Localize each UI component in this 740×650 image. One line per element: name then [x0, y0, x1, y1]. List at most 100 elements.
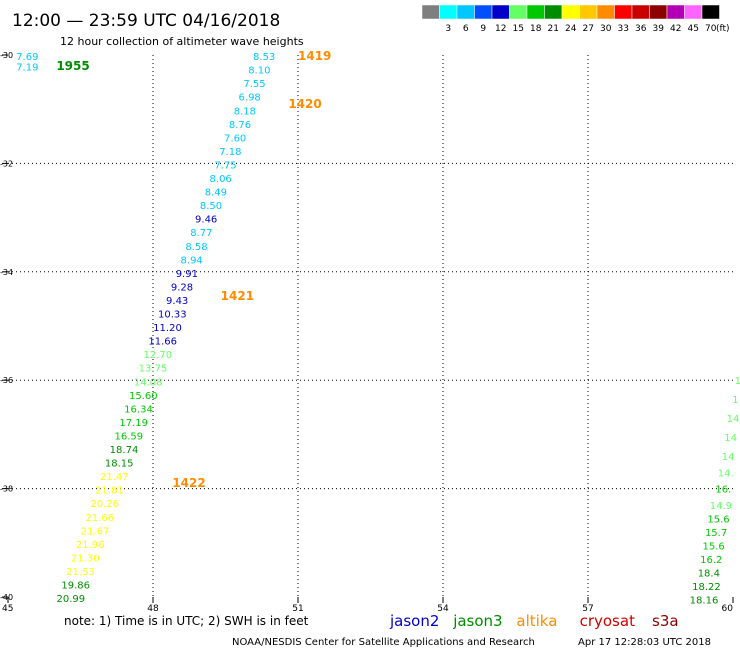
swh-value-label: 8.10: [248, 66, 270, 77]
swh-value-label: 8.94: [181, 255, 203, 266]
swh-value-label: 17.19: [119, 418, 148, 429]
legend-swatch: [666, 4, 685, 20]
mission-label: altika: [516, 612, 557, 630]
swh-value-label: 14.: [718, 468, 734, 479]
y-tick-label: -40: [0, 593, 13, 602]
swh-value-label: 8.76: [229, 120, 251, 131]
swh-value-label: 7.18: [219, 147, 241, 158]
swh-value-label: 21.47: [100, 472, 129, 483]
swh-value-label: 14.9: [710, 501, 732, 512]
legend-label: 3: [445, 24, 451, 34]
swh-value-label: 8.49: [205, 188, 227, 199]
swh-value-label: 10.33: [158, 310, 187, 321]
legend-swatch: [421, 4, 440, 20]
legend-swatch: [544, 4, 563, 20]
swh-value-label: 1: [735, 376, 740, 387]
time-annotation: 1420: [288, 97, 321, 111]
swh-value-label: 20.26: [90, 499, 119, 510]
swh-value-label: 7.75: [214, 160, 236, 171]
grid-lines: [8, 55, 733, 597]
time-annotation: 1419: [298, 49, 331, 63]
swh-value-label: 14: [727, 414, 740, 425]
legend-swatch: [561, 4, 580, 20]
swh-value-label: 14: [722, 452, 735, 463]
y-tick-label: -36: [0, 376, 13, 385]
x-tick-label: 51: [292, 604, 303, 614]
footer-credit: NOAA/NESDIS Center for Satellite Applica…: [232, 637, 535, 648]
legend-swatch: [701, 4, 720, 20]
footer-timestamp: Apr 17 12:28:03 UTC 2018: [578, 637, 711, 648]
y-tick-label: -30: [0, 51, 13, 60]
legend-label: 30: [600, 24, 612, 34]
swh-value-label: 20.99: [57, 594, 86, 605]
swh-value-label: 9.46: [195, 215, 217, 226]
swh-value-label: 12.70: [144, 350, 173, 361]
legend-swatch: [649, 4, 668, 20]
y-tick-label: -32: [0, 159, 13, 168]
legend-swatch: [456, 4, 475, 20]
swh-value-label: 9.28: [171, 282, 193, 293]
legend-label: 42: [670, 24, 681, 34]
swh-value-label: 21.30: [71, 553, 100, 564]
footer-note: note: 1) Time is in UTC; 2) SWH is in fe…: [64, 614, 309, 628]
mission-label: s3a: [652, 612, 679, 630]
swh-value-label: 15.6: [703, 542, 725, 553]
legend-swatch: [614, 4, 633, 20]
legend-swatch: [491, 4, 510, 20]
swh-value-label: 16.34: [124, 404, 153, 415]
legend-swatch: [439, 4, 458, 20]
x-tick-label: 48: [147, 604, 159, 614]
legend-swatch: [579, 4, 598, 20]
swh-value-label: 14.08: [134, 377, 163, 388]
legend-label: 18: [530, 24, 542, 34]
legend-swatch: [474, 4, 493, 20]
swh-value-label: 6.98: [239, 93, 261, 104]
swh-value-label: 19.86: [61, 581, 90, 592]
x-tick-label: 57: [582, 604, 593, 614]
swh-value-label: 18.15: [105, 459, 134, 470]
swh-value-label: 16.2: [700, 555, 722, 566]
swh-value-label: 15.60: [129, 391, 158, 402]
legend-swatch: [631, 4, 650, 20]
swh-value-label: 1: [732, 395, 738, 406]
swh-value-label: 8.58: [185, 242, 207, 253]
y-tick-label: -34: [0, 268, 13, 277]
legend-label: 33: [618, 24, 629, 34]
y-tick-label: -38: [0, 485, 13, 494]
legend-swatch: [596, 4, 615, 20]
swh-value-label: 18.4: [698, 569, 720, 580]
swh-value-label: 8.06: [210, 174, 232, 185]
swh-value-label: 16.59: [115, 431, 144, 442]
time-annotation: 1421: [221, 289, 254, 303]
legend-swatch: [684, 4, 703, 20]
swh-value-label: 11.20: [153, 323, 182, 334]
swh-value-label: 16.: [715, 485, 731, 496]
time-annotation: 1422: [172, 476, 205, 490]
swh-value-label: 15.6: [707, 514, 729, 525]
swh-value-label: 13.75: [139, 364, 168, 375]
legend-label: 6: [463, 24, 469, 34]
swh-value-label: 9.43: [166, 296, 188, 307]
legend-swatch: [526, 4, 545, 20]
swh-value-label: 18.16: [690, 596, 719, 607]
legend-label: 15: [513, 24, 524, 34]
swh-value-label: 7.19: [16, 62, 38, 73]
time-annotation: 1955: [56, 59, 89, 73]
legend-label: 12: [495, 24, 506, 34]
swh-value-label: 18.74: [110, 445, 139, 456]
swh-value-label: 7.69: [16, 52, 38, 63]
swh-value-label: 21.53: [66, 567, 95, 578]
x-tick-label: 60: [722, 604, 734, 614]
legend-label: 45: [688, 24, 699, 34]
swh-value-label: 15.7: [705, 528, 727, 539]
data-labels: 7.697.19 8.53 8.10 7.55 6.98 8.18 8.76 7.60 7.18…: [16, 52, 740, 607]
color-legend: 3 6 9 12 15 18 21 24 27 30 33 36 39 42 45 70: [421, 4, 720, 34]
x-tick-label: 54: [437, 604, 449, 614]
mission-label: cryosat: [580, 612, 635, 630]
legend-label: 70: [705, 24, 717, 34]
swh-value-label: 21.66: [86, 513, 115, 524]
plot-area: -30 -32 -34 -36 -38 -40 45 48 51 54 57 60 7.697.19 8…: [0, 49, 740, 614]
swh-value-label: 11.66: [148, 337, 177, 348]
mission-label: jason2: [389, 612, 439, 630]
